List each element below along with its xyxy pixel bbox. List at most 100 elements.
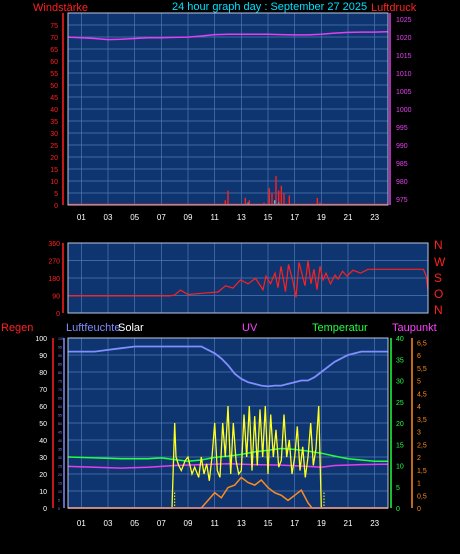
windstaerke-tick-20: 20 bbox=[50, 155, 58, 162]
regen-tick-40: 40 bbox=[39, 438, 47, 445]
temperatur-line bbox=[67, 447, 388, 463]
luftdruck-tick-1025: 1025 bbox=[396, 17, 412, 24]
uv-tick-0: 0 bbox=[417, 506, 421, 513]
temperatur-tick-35: 35 bbox=[396, 357, 404, 364]
regen-tick-90: 90 bbox=[39, 353, 47, 360]
temperatur-tick-40: 40 bbox=[396, 336, 404, 343]
solar-line bbox=[68, 405, 388, 509]
luftdruck-tick-1000: 1000 bbox=[396, 107, 412, 114]
luftfeuchte-tick-50: 50 bbox=[58, 422, 62, 426]
windstaerke-tick-10: 10 bbox=[50, 179, 58, 186]
solar-label: Solar bbox=[118, 322, 144, 334]
luftfeuchte-tick-80: 80 bbox=[58, 371, 62, 375]
p1-x-tick-15: 15 bbox=[264, 213, 273, 222]
uv-tick-6,5: 6,5 bbox=[417, 340, 427, 347]
winddir-tick-90: 90 bbox=[52, 294, 60, 301]
luftfeuchte-tick-30: 30 bbox=[58, 456, 62, 460]
p3-x-tick-01: 01 bbox=[77, 519, 86, 528]
luftfeuchte-tick-100: 100 bbox=[58, 337, 64, 341]
luftfeuchte-tick-95: 95 bbox=[58, 346, 62, 350]
luftfeuchte-tick-40: 40 bbox=[58, 439, 62, 443]
luftdruck-tick-1015: 1015 bbox=[396, 53, 412, 60]
windstaerke-tick-15: 15 bbox=[50, 167, 58, 174]
luftfeuchte-tick-10: 10 bbox=[58, 490, 62, 494]
uv-tick-5: 5 bbox=[417, 379, 421, 386]
p3-x-tick-07: 07 bbox=[157, 519, 166, 528]
uv-tick-1: 1 bbox=[417, 481, 421, 488]
luftfeuchte-tick-35: 35 bbox=[58, 448, 62, 452]
p3-x-tick-03: 03 bbox=[104, 519, 113, 528]
p3-x-tick-21: 21 bbox=[344, 519, 353, 528]
windstaerke-tick-40: 40 bbox=[50, 107, 58, 114]
luftfeuchte-label: Luftfeuchte bbox=[66, 322, 120, 334]
luftdruck-tick-1010: 1010 bbox=[396, 71, 412, 78]
compass-n-top: N bbox=[434, 238, 443, 252]
temperatur-tick-0: 0 bbox=[396, 506, 400, 513]
compass-n-bottom: N bbox=[434, 303, 443, 317]
luftfeuchte-line bbox=[68, 345, 388, 388]
uv-tick-3,5: 3,5 bbox=[417, 417, 427, 424]
uv-tick-6: 6 bbox=[417, 353, 421, 360]
regen-tick-100: 100 bbox=[35, 336, 47, 343]
luftfeuchte-tick-0: 0 bbox=[58, 507, 60, 511]
luftfeuchte-tick-55: 55 bbox=[58, 414, 62, 418]
p1-x-tick-23: 23 bbox=[370, 213, 379, 222]
wind-direction-series bbox=[68, 260, 429, 298]
temperatur-tick-25: 25 bbox=[396, 400, 404, 407]
luftdruck-tick-995: 995 bbox=[396, 125, 408, 132]
compass-s: S bbox=[434, 271, 442, 285]
windstaerke-tick-50: 50 bbox=[50, 83, 58, 90]
regen-tick-70: 70 bbox=[39, 387, 47, 394]
windstaerke-tick-5: 5 bbox=[54, 191, 58, 198]
luftfeuchte-tick-20: 20 bbox=[58, 473, 62, 477]
temperatur-tick-15: 15 bbox=[396, 442, 404, 449]
wind-pressure-grid bbox=[68, 13, 388, 206]
p1-x-tick-13: 13 bbox=[237, 213, 246, 222]
temperatur-tick-10: 10 bbox=[396, 464, 404, 471]
luftdruck-line bbox=[67, 30, 389, 41]
luftfeuchte-tick-45: 45 bbox=[58, 431, 62, 435]
regen-tick-50: 50 bbox=[39, 421, 47, 428]
windstaerke-tick-55: 55 bbox=[50, 71, 58, 78]
windstaerke-tick-30: 30 bbox=[50, 131, 58, 138]
luftfeuchte-tick-85: 85 bbox=[58, 363, 62, 367]
windstaerke-label: Windstärke bbox=[33, 2, 88, 14]
compass-w: W bbox=[434, 255, 446, 269]
luftdruck-tick-990: 990 bbox=[396, 143, 408, 150]
windstaerke-tick-0: 0 bbox=[54, 203, 58, 210]
p1-x-tick-05: 05 bbox=[130, 213, 139, 222]
uv-tick-5,5: 5,5 bbox=[417, 366, 427, 373]
p1-x-tick-07: 07 bbox=[157, 213, 166, 222]
winddir-line bbox=[68, 260, 429, 298]
windstaerke-tick-65: 65 bbox=[50, 47, 58, 54]
luftfeuchte-tick-15: 15 bbox=[58, 482, 62, 486]
luftdruck-tick-975: 975 bbox=[396, 197, 408, 204]
windstaerke-tick-75: 75 bbox=[50, 23, 58, 30]
compass-o: O bbox=[434, 287, 443, 301]
temperatur-tick-5: 5 bbox=[396, 485, 400, 492]
luftfeuchte-tick-75: 75 bbox=[58, 380, 62, 384]
p1-x-tick-11: 11 bbox=[211, 213, 220, 222]
luftfeuchte-tick-5: 5 bbox=[58, 499, 60, 503]
p1-x-tick-01: 01 bbox=[77, 213, 86, 222]
uv-tick-4,5: 4,5 bbox=[417, 391, 427, 398]
luftdruck-tick-1005: 1005 bbox=[396, 89, 412, 96]
wind-pressure-ticks: 0510152025303540455055606570759759809859… bbox=[50, 17, 411, 222]
uv-tick-3: 3 bbox=[417, 430, 421, 437]
p3-x-tick-13: 13 bbox=[237, 519, 246, 528]
luftfeuchte-tick-70: 70 bbox=[58, 388, 62, 392]
uv-tick-1,5: 1,5 bbox=[417, 468, 427, 475]
temperatur-label: Temperatur bbox=[312, 322, 368, 334]
p1-x-tick-03: 03 bbox=[104, 213, 113, 222]
temperatur-tick-30: 30 bbox=[396, 379, 404, 386]
windstaerke-tick-25: 25 bbox=[50, 143, 58, 150]
p3-x-tick-19: 19 bbox=[317, 519, 326, 528]
uv-label: UV bbox=[242, 322, 258, 334]
p3-x-tick-15: 15 bbox=[264, 519, 273, 528]
luftdruck-tick-980: 980 bbox=[396, 179, 408, 186]
luftfeuchte-tick-60: 60 bbox=[58, 405, 62, 409]
p1-x-tick-17: 17 bbox=[290, 213, 299, 222]
temperatur-tick-20: 20 bbox=[396, 421, 404, 428]
p3-x-tick-17: 17 bbox=[290, 519, 299, 528]
